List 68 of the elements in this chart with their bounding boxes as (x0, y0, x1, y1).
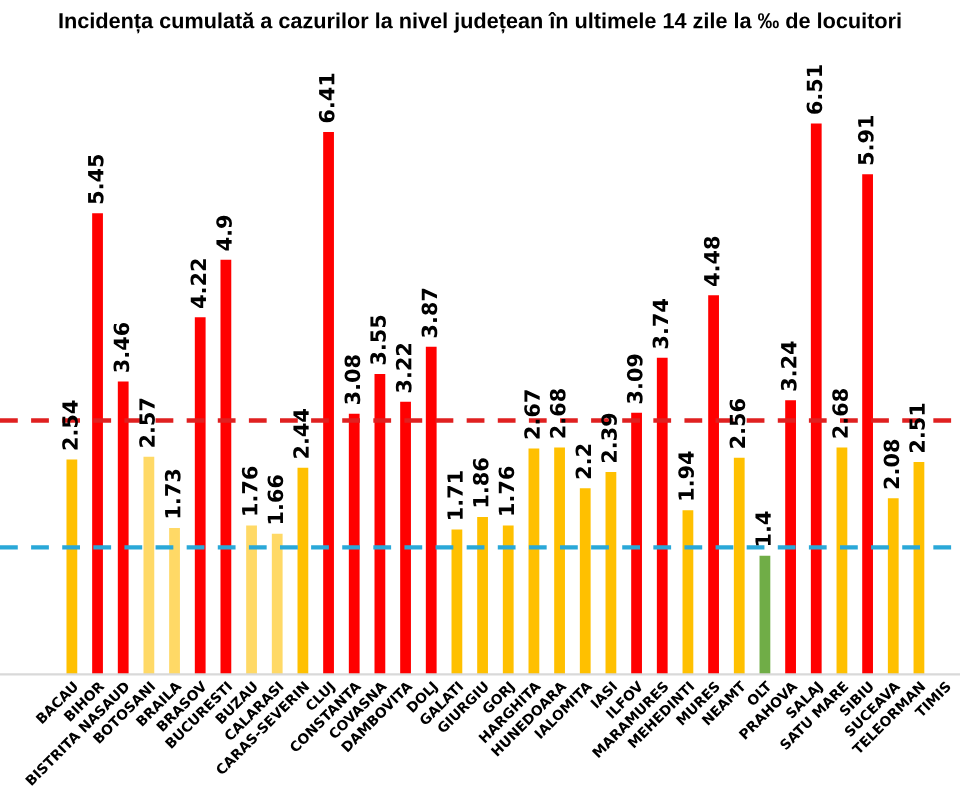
data-label: 1.76 (498, 466, 515, 515)
data-label: 2.08 (883, 439, 900, 489)
data-label: 2.68 (832, 389, 848, 438)
bar (631, 412, 642, 675)
data-label: 3.74 (652, 299, 669, 349)
data-label: 4.48 (703, 236, 720, 286)
data-label: 5.91 (857, 115, 874, 165)
data-label: 2.44 (293, 409, 309, 458)
data-label: 1.73 (164, 469, 181, 518)
bar (759, 555, 771, 675)
data-label: 2.57 (139, 398, 155, 447)
data-label: 2.51 (909, 403, 925, 452)
bar (348, 413, 360, 675)
data-label: 5.45 (88, 154, 104, 204)
data-label: 2.2 (575, 444, 591, 479)
bar (220, 259, 232, 675)
bar (323, 131, 334, 675)
bar (297, 467, 309, 675)
data-label: 6.41 (318, 73, 335, 123)
data-label: 2.67 (524, 390, 540, 439)
data-label: 3.09 (626, 354, 643, 404)
data-label: 1.86 (472, 458, 489, 507)
data-label: 1.66 (267, 475, 284, 524)
data-label: 1.4 (755, 511, 771, 546)
data-label: 3.55 (370, 315, 386, 365)
bar (169, 527, 180, 675)
bar (785, 400, 796, 675)
data-label: 2.56 (729, 399, 746, 448)
bar (502, 525, 514, 675)
bar (194, 317, 206, 675)
data-label: 3.08 (344, 355, 361, 404)
bar (117, 381, 129, 675)
data-label: 3.22 (395, 343, 412, 393)
data-label: 3.24 (780, 341, 797, 391)
data-label: 4.22 (190, 259, 206, 308)
bar (92, 213, 103, 675)
bar (913, 461, 925, 675)
data-label: 1.94 (678, 451, 694, 500)
bar (554, 447, 565, 675)
data-label: 6.51 (806, 65, 823, 114)
bar (810, 123, 822, 675)
bar (579, 488, 591, 675)
data-label: 1.76 (241, 466, 258, 515)
bar (271, 533, 283, 675)
data-label: 2.39 (601, 413, 617, 463)
chart-title: Incidența cumulată a cazurilor la nivel județean în ultimele 14 zile la ‰ de locuitori (59, 11, 901, 34)
bar (733, 457, 745, 675)
bar (708, 295, 719, 675)
bar (66, 459, 78, 675)
data-label: 3.87 (421, 288, 438, 338)
data-label: 2.54 (62, 400, 78, 450)
bar (528, 448, 540, 675)
bar (862, 174, 873, 675)
data-label: 2.68 (549, 389, 566, 438)
bar (143, 456, 155, 675)
data-label: 3.46 (113, 322, 130, 372)
data-label: 1.71 (447, 471, 463, 519)
bar (425, 346, 437, 675)
bar (477, 516, 488, 675)
bar (246, 525, 257, 675)
bar (400, 401, 411, 675)
bar (682, 510, 694, 675)
bar (656, 357, 668, 675)
bar (887, 498, 899, 675)
data-label: 4.9 (216, 215, 232, 251)
bar (451, 529, 463, 675)
bar (605, 472, 617, 675)
bar (836, 447, 848, 675)
